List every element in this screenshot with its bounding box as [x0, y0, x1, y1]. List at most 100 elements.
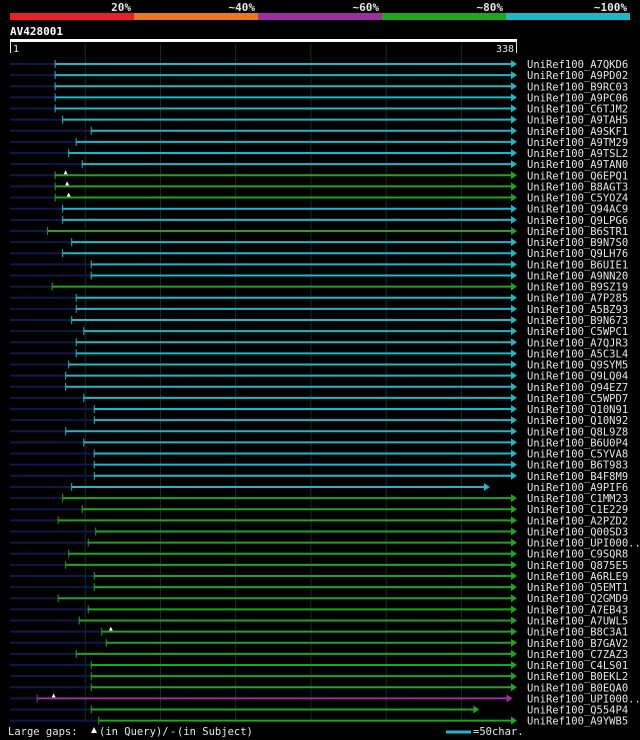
scale-start-label: 1	[13, 44, 19, 55]
hit-row: UniRef100_B0EKL2	[10, 671, 628, 683]
hit-arrow-icon	[473, 705, 480, 714]
color-scale-segment	[258, 13, 382, 20]
hit-row: UniRef100_B6UIE1	[10, 259, 628, 271]
hit-arrow-icon	[511, 371, 517, 380]
scale-legend-label: =50char.	[473, 726, 524, 738]
hit-arrow-icon	[511, 360, 517, 369]
hit-label: UniRef100_Q9LPG6	[527, 215, 628, 227]
hit-label: UniRef100_A9PIF6	[527, 482, 628, 494]
hit-row: UniRef100_C1MM23	[10, 493, 628, 505]
hit-label: UniRef100_C4LS01	[527, 660, 628, 672]
hit-row: UniRef100_A9SKF1	[10, 126, 628, 138]
hit-arrow-icon	[511, 204, 517, 213]
hit-row: UniRef100_Q10N92	[10, 415, 628, 427]
hit-row: UniRef100_Q00SD3	[10, 526, 628, 538]
hit-row: UniRef100_B8C3A1	[10, 626, 628, 639]
hit-arrow-icon	[511, 605, 517, 614]
hit-label: UniRef100_C5WPD7	[527, 393, 628, 405]
hit-row: UniRef100_A7P285	[10, 293, 628, 305]
hit-arrow-icon	[511, 438, 517, 447]
hit-label: UniRef100_C1MM23	[527, 493, 628, 505]
hit-label: UniRef100_A9TSL2	[527, 148, 628, 160]
hit-row: UniRef100_Q9LPG6	[10, 215, 628, 227]
hit-label: UniRef100_Q9LQ04	[527, 371, 628, 383]
hit-row: UniRef100_C1E229	[10, 504, 628, 516]
hit-label: UniRef100_A9TAH5	[527, 115, 628, 127]
query-bar	[10, 39, 517, 42]
hit-row: UniRef100_C4LS01	[10, 660, 628, 672]
hit-row: UniRef100_B0EQA0	[10, 682, 628, 694]
hit-arrow-icon	[511, 238, 517, 247]
query-gap-marker-icon	[65, 181, 70, 186]
hit-arrow-icon	[511, 149, 517, 158]
scale-end-label: 338	[496, 44, 514, 55]
color-scale-label: ~100%	[594, 1, 627, 14]
hit-label: UniRef100_UPI000..	[527, 538, 640, 550]
hit-row: UniRef100_Q5EMT1	[10, 582, 628, 594]
hit-arrow-icon	[511, 171, 517, 180]
hit-row: UniRef100_Q875E5	[10, 560, 628, 572]
hit-label: UniRef100_B7GAV2	[527, 638, 628, 650]
hit-arrow-icon	[511, 137, 517, 146]
hit-label: UniRef100_A9PC06	[527, 92, 628, 104]
hit-label: UniRef100_C5WPC1	[527, 326, 628, 338]
in-query-label: (in Query)/	[99, 726, 169, 738]
hit-row: UniRef100_C5YVA8	[10, 449, 628, 461]
hit-arrow-icon	[511, 126, 517, 135]
hit-arrow-icon	[511, 260, 517, 269]
color-scale-label: ~80%	[477, 1, 504, 14]
large-gaps-label: Large gaps:	[8, 726, 78, 738]
color-scale-segment	[134, 13, 258, 20]
hit-row: UniRef100_A6RLE9	[10, 571, 628, 583]
hit-arrow-icon	[511, 93, 517, 102]
hit-row: UniRef100_A9PD02	[10, 70, 628, 82]
hit-arrow-icon	[511, 638, 517, 647]
hit-label: UniRef100_Q9LH76	[527, 248, 628, 260]
identity-color-scale: 20% ~40% ~60% ~80% ~100%	[10, 1, 630, 20]
hit-arrow-icon	[511, 405, 517, 414]
hit-row: UniRef100_A5BZ93	[10, 304, 628, 316]
hit-row: UniRef100_A5C3L4	[10, 348, 628, 360]
hit-row: UniRef100_A9PC06	[10, 92, 628, 104]
hit-row: UniRef100_A9TSL2	[10, 148, 628, 160]
hit-arrow-icon	[511, 271, 517, 280]
hit-row: UniRef100_Q10N91	[10, 404, 628, 416]
hit-label: UniRef100_Q875E5	[527, 560, 628, 572]
hit-arrow-icon	[511, 327, 517, 336]
hit-row: UniRef100_A9NN20	[10, 270, 628, 282]
hit-label: UniRef100_A7QKD6	[527, 59, 628, 71]
hit-row: UniRef100_A7QJR3	[10, 337, 628, 349]
hit-label: UniRef100_A9PD02	[527, 70, 628, 82]
hit-label: UniRef100_B6UIE1	[527, 259, 628, 271]
hit-label: UniRef100_Q10N91	[527, 404, 628, 416]
hit-arrow-icon	[511, 182, 517, 191]
hit-row: UniRef100_B9N673	[10, 315, 628, 327]
hit-label: UniRef100_Q94EZ7	[527, 382, 628, 394]
hit-arrow-icon	[511, 627, 517, 636]
hit-arrow-icon	[511, 527, 517, 536]
hit-label: UniRef100_A9TM29	[527, 137, 628, 149]
hit-label: UniRef100_A6RLE9	[527, 571, 628, 583]
hit-row: UniRef100_B8AGT3	[10, 181, 628, 193]
hit-arrow-icon	[511, 449, 517, 458]
hit-label: UniRef100_C6TJM2	[527, 104, 628, 116]
hit-label: UniRef100_Q554P4	[527, 705, 628, 717]
hit-label: UniRef100_A7EB43	[527, 604, 628, 616]
hit-arrow-icon	[483, 482, 490, 491]
hit-row: UniRef100_A9TAN0	[10, 159, 628, 171]
hit-label: UniRef100_B8C3A1	[527, 627, 628, 639]
hit-label: UniRef100_B0EQA0	[527, 682, 628, 694]
query-gap-marker-icon	[66, 192, 71, 197]
hit-arrow-icon	[511, 505, 517, 514]
hit-arrow-icon	[511, 683, 517, 692]
hit-row: UniRef100_A7QKD6	[10, 59, 628, 71]
hit-row: UniRef100_UPI000..	[10, 693, 640, 705]
hit-label: UniRef100_Q9SYM5	[527, 360, 628, 372]
hit-arrow-icon	[511, 338, 517, 347]
hit-arrow-icon	[511, 160, 517, 169]
hit-arrow-icon	[511, 649, 517, 658]
hit-label: UniRef100_A7P285	[527, 293, 628, 305]
hit-label: UniRef100_Q6EPQ1	[527, 170, 628, 182]
hit-row: UniRef100_C5YOZ4	[10, 192, 628, 205]
hit-label: UniRef100_B6T983	[527, 460, 628, 472]
